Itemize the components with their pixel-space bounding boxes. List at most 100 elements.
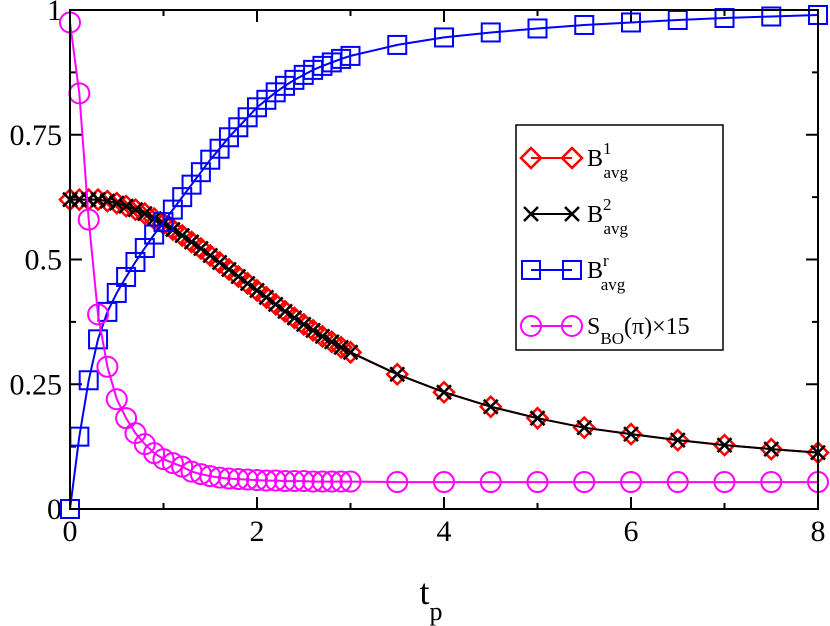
x-tick-label: 0	[63, 515, 78, 548]
data-point-sbo	[264, 469, 287, 492]
axis-ticks: 0 2 4 6 8 0 0.25 0.5 0.75 1	[10, 0, 826, 548]
data-point-sbo	[77, 208, 100, 231]
x-axis-title-subscript: p	[430, 597, 443, 626]
data-point-sbo	[274, 470, 297, 493]
data-point-b2	[716, 437, 733, 454]
plot-series	[58, 4, 830, 519]
legend-marker-b2	[523, 206, 539, 222]
series-br	[60, 4, 828, 519]
data-point-b2	[305, 322, 321, 339]
data-point-b2	[267, 296, 284, 313]
data-point-sbo	[292, 470, 315, 493]
data-point-b1	[665, 428, 690, 452]
legend: B1 avg B2 avg Br avg SBO(π)×15	[515, 124, 724, 351]
data-point-b2	[576, 419, 593, 436]
data-point-b2	[108, 195, 125, 211]
data-point-sbo	[666, 471, 689, 494]
y-tick-label: 1	[47, 0, 62, 27]
data-point-b2	[239, 275, 256, 292]
data-point-b2	[136, 205, 153, 222]
data-point-b2	[342, 344, 359, 361]
y-tick-label: 0	[47, 493, 62, 526]
y-tick-label: 0.25	[10, 368, 63, 401]
data-point-b2	[314, 328, 331, 345]
data-point-b2	[221, 261, 237, 278]
data-point-sbo	[573, 471, 596, 494]
x-tick-label: 8	[811, 515, 826, 548]
data-point-br	[621, 12, 641, 33]
data-point-b2	[277, 303, 293, 320]
data-point-b2	[529, 410, 546, 427]
data-point-sbo	[302, 470, 325, 493]
data-point-br	[434, 27, 454, 48]
legend-marker-br	[521, 260, 541, 280]
data-point-sbo	[386, 471, 409, 494]
data-point-b1	[712, 433, 737, 457]
data-point-b2	[211, 254, 228, 271]
legend-marker-b2	[564, 206, 580, 222]
data-point-sbo	[217, 467, 240, 490]
data-point-sbo	[87, 303, 110, 326]
data-point-b2	[295, 316, 312, 333]
legend-marker-sbo	[520, 315, 542, 337]
data-point-sbo	[620, 471, 642, 494]
data-point-br	[574, 14, 595, 35]
data-point-b2	[763, 441, 780, 458]
data-point-b2	[249, 282, 265, 299]
legend-marker-sbo	[561, 315, 583, 337]
series-sbo	[59, 11, 829, 494]
data-point-b2	[230, 268, 247, 285]
data-point-sbo	[713, 471, 736, 494]
data-point-b2	[258, 289, 275, 306]
data-point-br	[78, 370, 99, 391]
data-point-b2	[323, 333, 340, 350]
data-point-sbo	[96, 355, 119, 378]
plot-frame	[69, 9, 819, 510]
data-point-br	[340, 45, 361, 66]
legend-label-b2: B2 avg	[587, 195, 629, 238]
legend-item-b2: B2 avg	[523, 195, 629, 238]
x-axis-title: tp	[419, 572, 442, 626]
legend-label-br: Br avg	[587, 251, 626, 294]
data-point-sbo	[320, 470, 343, 493]
data-point-br	[480, 22, 501, 43]
data-point-b2	[286, 309, 303, 326]
legend-label-sbo: SBO(π)×15	[587, 314, 690, 348]
legend-item-br: Br avg	[521, 251, 626, 294]
data-point-b2	[193, 240, 209, 257]
data-point-sbo	[433, 471, 455, 494]
legend-box	[515, 124, 724, 351]
data-point-b2	[389, 366, 406, 383]
data-point-b1	[525, 406, 550, 430]
data-point-b2	[202, 247, 219, 264]
data-point-b2	[669, 432, 686, 449]
legend-item-b1: B1 avg	[519, 139, 629, 182]
data-point-b2	[623, 426, 639, 443]
data-point-sbo	[339, 470, 362, 493]
x-tick-label: 2	[250, 515, 265, 548]
data-point-b1	[478, 394, 503, 419]
data-point-b2	[333, 339, 350, 356]
data-point-b2	[436, 384, 452, 401]
data-point-sbo	[246, 469, 268, 492]
data-point-b2	[118, 198, 134, 214]
data-point-sbo	[208, 466, 231, 489]
x-tick-label: 4	[437, 515, 452, 548]
data-point-b2	[174, 227, 191, 244]
data-point-b1	[759, 437, 784, 461]
data-point-br	[88, 329, 109, 350]
data-point-br	[761, 6, 782, 27]
data-point-br	[527, 18, 548, 39]
legend-label-b1: B1 avg	[587, 139, 629, 182]
data-point-b2	[127, 201, 144, 218]
legend-marker-br	[562, 260, 582, 280]
data-point-sbo	[283, 470, 306, 493]
data-point-sbo	[255, 469, 278, 492]
x-axis-title-main: t	[419, 572, 429, 612]
data-point-b1	[572, 415, 597, 440]
data-point-sbo	[760, 471, 783, 494]
data-point-br	[387, 34, 408, 55]
y-tick-label: 0.75	[10, 119, 63, 152]
data-point-b2	[99, 193, 116, 210]
